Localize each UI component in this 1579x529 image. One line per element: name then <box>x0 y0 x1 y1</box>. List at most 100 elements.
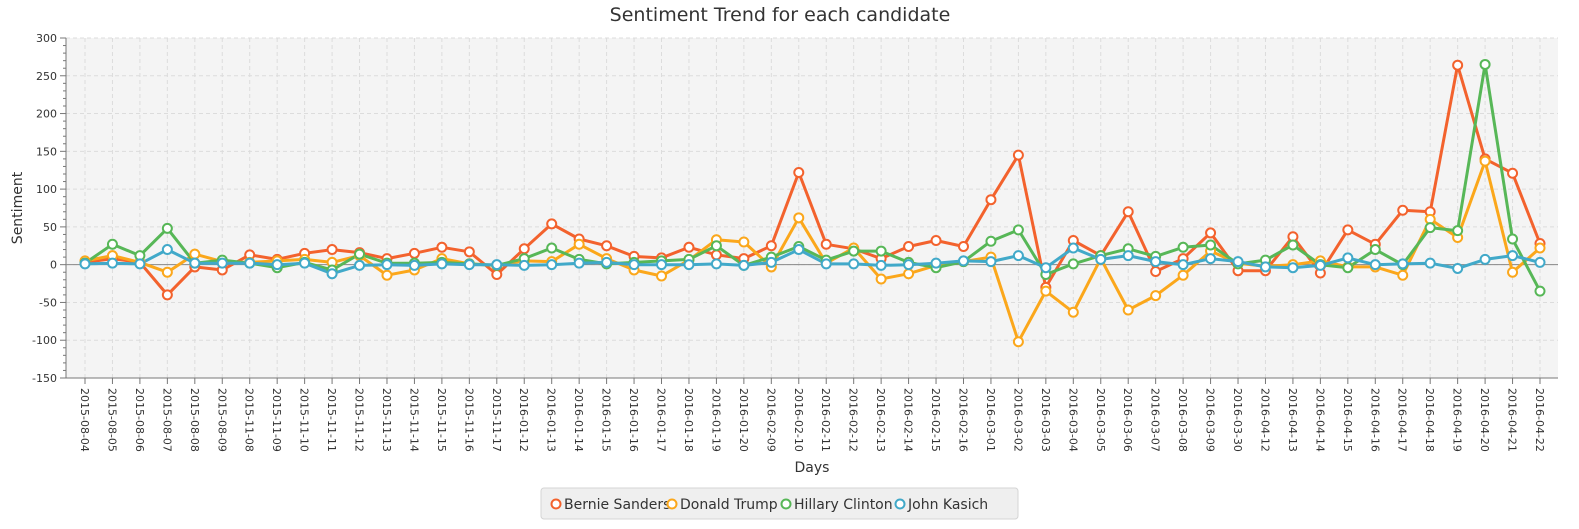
data-point-john-kasich <box>656 259 668 271</box>
data-point-hillary-clinton <box>546 242 558 254</box>
x-tick-label: 2016-04-21 <box>1506 388 1519 452</box>
data-point-john-kasich <box>1287 262 1299 274</box>
x-tick-label: 2016-01-13 <box>545 388 558 452</box>
data-point-hillary-clinton <box>1205 239 1217 251</box>
x-tick-label: 2015-08-04 <box>78 388 91 452</box>
x-tick-label: 2016-02-11 <box>819 388 832 452</box>
data-point-john-kasich <box>1122 250 1134 262</box>
data-point-john-kasich <box>299 257 311 269</box>
x-tick-label: 2016-01-19 <box>709 388 722 452</box>
data-point-bernie-sanders <box>903 241 915 253</box>
x-tick-label: 2016-04-12 <box>1258 388 1271 452</box>
data-point-hillary-clinton <box>985 235 997 247</box>
legend-marker-john-kasich <box>894 498 906 510</box>
y-tick-label: 150 <box>36 145 57 158</box>
x-tick-label: 2016-04-17 <box>1396 388 1409 452</box>
data-point-john-kasich <box>381 259 393 271</box>
data-point-hillary-clinton <box>710 240 722 252</box>
x-tick-label: 2015-11-14 <box>407 388 420 452</box>
data-point-donald-trump <box>903 268 915 280</box>
x-tick-label: 2016-01-12 <box>517 388 530 452</box>
data-point-john-kasich <box>1507 250 1519 262</box>
data-point-hillary-clinton <box>1287 239 1299 251</box>
data-point-hillary-clinton <box>1479 58 1491 70</box>
data-point-john-kasich <box>189 257 201 269</box>
data-point-john-kasich <box>491 259 503 271</box>
data-point-hillary-clinton <box>1177 241 1189 253</box>
data-point-hillary-clinton <box>1342 262 1354 274</box>
data-point-bernie-sanders <box>1122 206 1134 218</box>
data-point-john-kasich <box>161 244 173 256</box>
x-tick-label: 2016-04-15 <box>1341 388 1354 452</box>
x-tick-label: 2016-04-16 <box>1368 388 1381 452</box>
x-tick-label: 2016-02-14 <box>902 388 915 452</box>
y-tick-label: -100 <box>32 334 57 347</box>
x-tick-label: 2016-03-30 <box>1231 388 1244 452</box>
data-point-donald-trump <box>1012 336 1024 348</box>
data-point-bernie-sanders <box>436 241 448 253</box>
data-point-john-kasich <box>930 257 942 269</box>
data-point-bernie-sanders <box>1205 227 1217 239</box>
x-tick-label: 2016-01-17 <box>655 388 668 452</box>
legend-label-donald-trump: Donald Trump <box>680 497 778 513</box>
data-point-donald-trump <box>656 270 668 282</box>
x-tick-label: 2016-03-03 <box>1039 388 1052 452</box>
data-point-donald-trump <box>875 273 887 285</box>
y-tick-label: 50 <box>43 221 57 234</box>
x-tick-label: 2016-03-05 <box>1094 388 1107 452</box>
data-point-john-kasich <box>518 259 530 271</box>
x-tick-label: 2016-04-13 <box>1286 388 1299 452</box>
data-point-bernie-sanders <box>1452 59 1464 71</box>
x-tick-label: 2016-01-18 <box>682 388 695 452</box>
data-point-john-kasich <box>463 259 475 271</box>
data-point-john-kasich <box>1095 253 1107 265</box>
data-point-bernie-sanders <box>491 268 503 280</box>
x-tick-label: 2016-03-04 <box>1066 388 1079 452</box>
data-point-bernie-sanders <box>546 218 558 230</box>
data-point-donald-trump <box>1479 155 1491 167</box>
x-tick-label: 2016-04-20 <box>1478 388 1491 452</box>
x-tick-label: 2015-11-09 <box>270 388 283 452</box>
data-point-john-kasich <box>1424 257 1436 269</box>
data-point-john-kasich <box>1397 258 1409 270</box>
data-point-hillary-clinton <box>1369 244 1381 256</box>
data-point-john-kasich <box>601 256 613 268</box>
data-point-hillary-clinton <box>848 245 860 257</box>
data-point-bernie-sanders <box>601 240 613 252</box>
data-point-bernie-sanders <box>1012 149 1024 161</box>
data-point-john-kasich <box>1342 252 1354 264</box>
x-tick-label: 2015-08-07 <box>160 388 173 452</box>
data-point-hillary-clinton <box>1507 233 1519 245</box>
data-point-john-kasich <box>1177 259 1189 271</box>
data-point-bernie-sanders <box>518 243 530 255</box>
data-point-hillary-clinton <box>1067 258 1079 270</box>
data-point-john-kasich <box>793 244 805 256</box>
data-point-donald-trump <box>1150 290 1162 302</box>
data-point-john-kasich <box>1012 250 1024 262</box>
legend-marker-donald-trump <box>666 498 678 510</box>
data-point-john-kasich <box>271 259 283 271</box>
data-point-donald-trump <box>1122 304 1134 316</box>
x-tick-label: 2016-04-22 <box>1533 388 1546 452</box>
y-tick-label: 100 <box>36 183 57 196</box>
data-point-bernie-sanders <box>161 289 173 301</box>
x-tick-label: 2016-03-01 <box>984 388 997 452</box>
x-tick-label: 2015-11-17 <box>490 388 503 452</box>
data-point-john-kasich <box>1534 256 1546 268</box>
data-point-john-kasich <box>1150 256 1162 268</box>
y-tick-label: 200 <box>36 108 57 121</box>
data-point-donald-trump <box>381 269 393 281</box>
y-tick-label: 0 <box>50 259 57 272</box>
data-point-john-kasich <box>628 259 640 271</box>
x-tick-label: 2016-01-14 <box>572 388 585 452</box>
x-tick-label: 2016-01-15 <box>600 388 613 452</box>
data-point-john-kasich <box>1259 261 1271 273</box>
data-point-john-kasich <box>710 258 722 270</box>
data-point-bernie-sanders <box>683 241 695 253</box>
x-tick-label: 2016-03-08 <box>1176 388 1189 452</box>
data-point-john-kasich <box>820 258 832 270</box>
x-tick-label: 2016-02-15 <box>929 388 942 452</box>
data-point-hillary-clinton <box>1534 285 1546 297</box>
x-tick-label: 2016-04-18 <box>1423 388 1436 452</box>
